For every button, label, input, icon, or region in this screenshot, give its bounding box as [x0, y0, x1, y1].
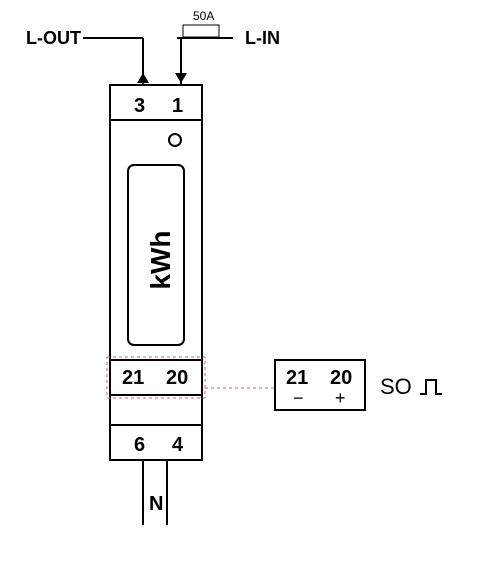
arrow-out-icon	[137, 73, 149, 83]
so-box-21-label: 21	[286, 367, 308, 389]
fuse-rating-label: 50A	[193, 9, 214, 23]
terminal-4-label: 4	[172, 434, 184, 456]
terminal-20-label: 20	[166, 367, 188, 389]
terminal-1-label: 1	[172, 95, 183, 117]
l-out-label: L-OUT	[26, 28, 81, 48]
pulse-icon	[420, 380, 442, 394]
terminal-3-label: 3	[134, 95, 145, 117]
fuse-icon	[183, 25, 219, 37]
so-label: SO	[380, 374, 412, 399]
wiring-diagram: kWh L-OUT L-IN 50A 3 1 21 20 6 4 N 21 20 − + SO	[0, 0, 504, 565]
neutral-label: N	[149, 493, 163, 515]
indicator-led	[169, 134, 181, 146]
so-box-20-label: 20	[330, 367, 352, 389]
kwh-label: kWh	[145, 230, 176, 289]
arrow-in-icon	[175, 73, 187, 83]
terminal-6-label: 6	[134, 434, 145, 456]
terminal-21-label: 21	[122, 367, 144, 389]
so-plus-label: +	[335, 388, 346, 408]
so-minus-label: −	[293, 388, 304, 408]
l-in-label: L-IN	[245, 28, 280, 48]
